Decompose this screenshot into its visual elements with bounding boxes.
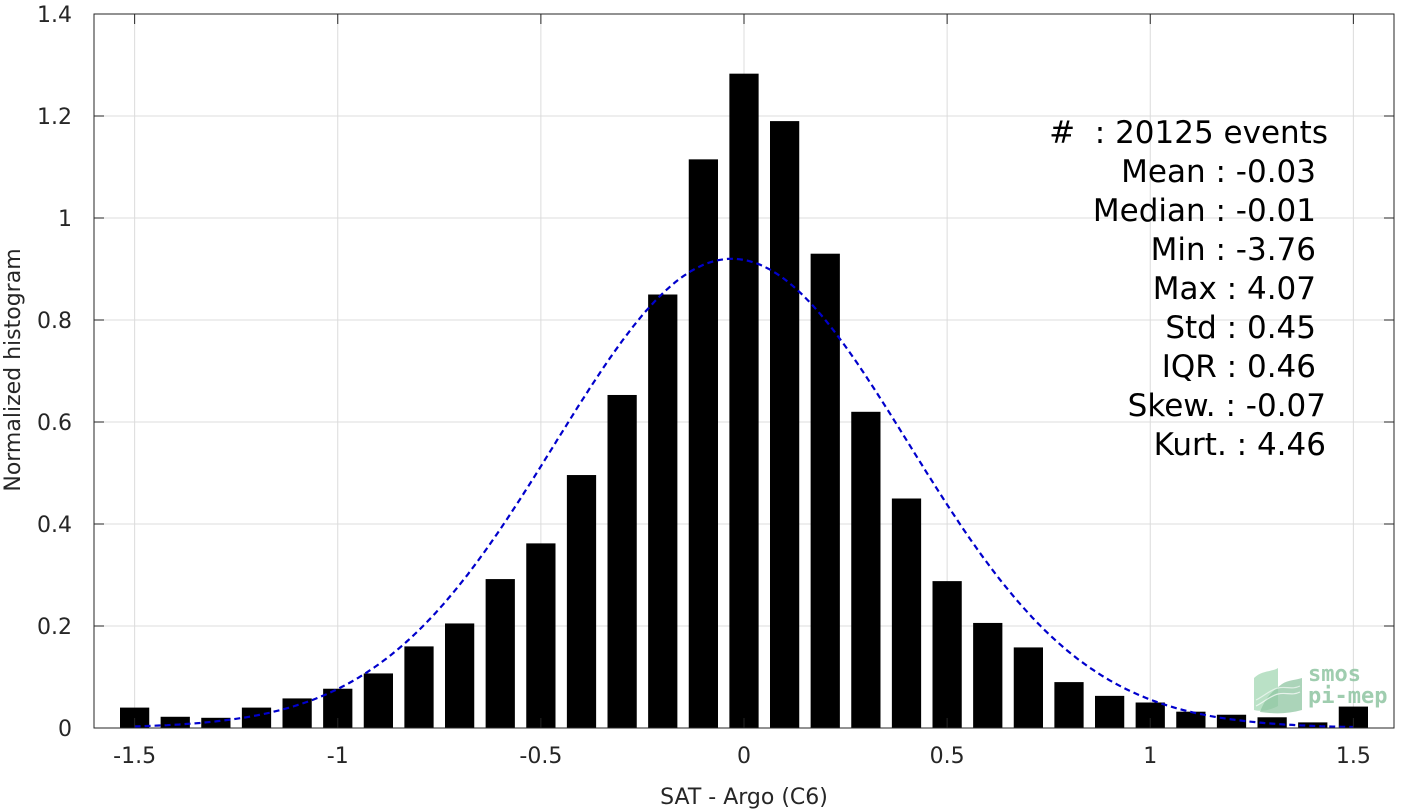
stat-skew: Skew. : -0.07: [1127, 388, 1326, 424]
histogram-bar: [201, 717, 231, 728]
histogram-bar: [607, 394, 637, 728]
histogram-bar: [973, 622, 1003, 728]
histogram-bar: [688, 159, 718, 729]
wave-logo-icon: [1254, 668, 1302, 714]
x-tick-label: 1: [1143, 744, 1157, 769]
histogram-bar: [282, 698, 312, 728]
histogram-bar: [1176, 711, 1206, 728]
x-axis-ticks: -1.5 -1 -0.5 0 0.5 1 1.5: [113, 14, 1371, 769]
stat-count: # : 20125 events: [1049, 115, 1328, 151]
histogram-bar: [891, 498, 922, 728]
histogram-bar: [160, 716, 190, 728]
stat-mean: Mean : -0.03: [1121, 154, 1316, 190]
histogram-bar: [932, 581, 962, 728]
histogram-bar: [445, 623, 475, 728]
histogram-bar: [770, 121, 800, 729]
y-tick-label: 1.2: [37, 105, 72, 130]
y-tick-label: 1.4: [37, 3, 72, 28]
histogram-bar: [1095, 695, 1125, 728]
x-tick-label: 0: [737, 744, 751, 769]
y-tick-label: 0.6: [37, 411, 72, 436]
x-tick-label: -1.5: [113, 744, 156, 769]
stat-median: Median : -0.01: [1092, 193, 1316, 229]
histogram-bar: [810, 253, 840, 728]
x-tick-label: -0.5: [519, 744, 562, 769]
logo-text: smos pi-mep: [1308, 664, 1387, 708]
stat-std: Std : 0.45: [1165, 310, 1316, 346]
statistics-panel: # : 20125 events Mean : -0.03 Median : -…: [1049, 114, 1328, 465]
stat-kurt: Kurt. : 4.46: [1153, 427, 1326, 463]
histogram-bar: [1013, 647, 1043, 728]
histogram-bar: [241, 707, 272, 728]
logo-line-1: smos: [1308, 662, 1361, 687]
histogram-bar: [729, 73, 759, 729]
histogram-bar: [851, 411, 881, 728]
histogram-bar: [566, 475, 597, 728]
stat-max: Max : 4.07: [1152, 271, 1316, 307]
x-tick-label: 0.5: [930, 744, 965, 769]
y-axis-ticks: 0 0.2 0.4 0.6 0.8 1 1.2 1.4: [37, 3, 1394, 742]
histogram-bar: [648, 294, 678, 728]
logo-line-2: pi-mep: [1308, 684, 1388, 709]
histogram-bar: [404, 646, 434, 728]
histogram-bar: [363, 673, 393, 728]
histogram-bar: [485, 579, 515, 728]
histogram-bars: [120, 73, 1368, 729]
y-tick-label: 0: [58, 717, 72, 742]
histogram-bar: [1338, 706, 1368, 728]
stat-min: Min : -3.76: [1150, 232, 1316, 268]
histogram-bar: [526, 543, 556, 728]
histogram-bar: [120, 707, 150, 728]
smos-pi-mep-logo: smos pi-mep: [1252, 664, 1392, 716]
y-tick-label: 0.4: [37, 513, 72, 538]
histogram-bar: [1054, 682, 1084, 728]
x-tick-label: -1: [327, 744, 349, 769]
y-axis-label: Normalized histogram: [1, 248, 26, 491]
stat-iqr: IQR : 0.46: [1161, 349, 1316, 385]
y-tick-label: 1: [58, 207, 72, 232]
x-axis-label: SAT - Argo (C6): [660, 785, 828, 810]
x-tick-label: 1.5: [1336, 744, 1371, 769]
y-tick-label: 0.2: [37, 615, 72, 640]
y-tick-label: 0.8: [37, 309, 72, 334]
